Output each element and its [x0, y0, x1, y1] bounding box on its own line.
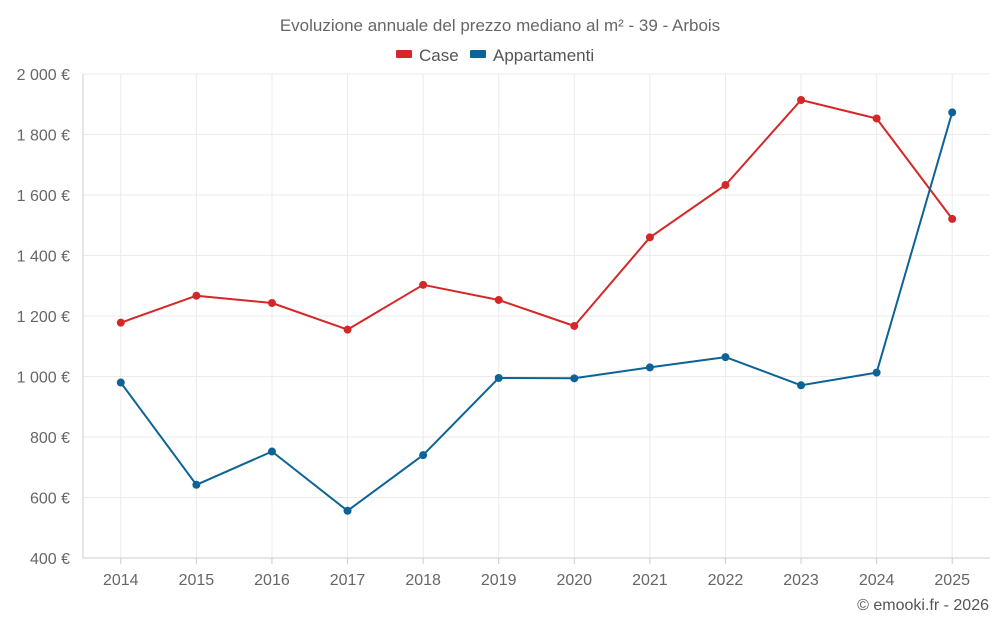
x-tick-label: 2020 [556, 572, 592, 589]
data-point-case[interactable] [948, 214, 957, 223]
data-point-appartamenti[interactable] [797, 381, 806, 390]
x-tick-label: 2016 [254, 572, 290, 589]
series-line-case [120, 99, 953, 331]
grid [83, 73, 990, 558]
y-tick-label: 1 000 € [17, 370, 70, 387]
y-tick-label: 800 € [30, 430, 70, 447]
legend-label-appartamenti: Appartamenti [493, 46, 594, 65]
data-point-appartamenti[interactable] [948, 108, 957, 117]
x-tick-label: 2014 [103, 572, 139, 589]
y-tick-label: 1 600 € [17, 188, 70, 205]
legend-label-case: Case [419, 46, 459, 65]
x-tick-label: 2024 [859, 572, 895, 589]
data-point-appartamenti[interactable] [872, 368, 881, 377]
x-tick-label: 2018 [405, 572, 441, 589]
data-point-case[interactable] [343, 325, 352, 334]
data-point-case[interactable] [419, 280, 428, 289]
x-tick-label: 2023 [783, 572, 819, 589]
x-tick-label: 2015 [179, 572, 215, 589]
data-point-appartamenti[interactable] [192, 480, 201, 489]
series-line-appartamenti [119, 112, 954, 512]
plot-area [116, 96, 957, 515]
series-appartamenti [116, 108, 957, 515]
x-axis: 2014 2015 2016 2017 2018 2019 2020 2021 2022 2023… [83, 557, 990, 589]
data-point-appartamenti[interactable] [494, 374, 503, 383]
series-case [116, 96, 957, 334]
data-point-case[interactable] [267, 298, 276, 307]
data-point-case[interactable] [872, 114, 881, 123]
y-tick-label: 600 € [30, 491, 70, 508]
data-point-appartamenti[interactable] [721, 353, 730, 362]
data-point-appartamenti[interactable] [419, 451, 428, 460]
data-point-case[interactable] [494, 295, 503, 304]
data-point-appartamenti[interactable] [116, 378, 125, 387]
data-point-case[interactable] [797, 96, 806, 105]
credit-text: © emooki.fr - 2026 [857, 597, 989, 614]
data-point-case[interactable] [116, 318, 125, 327]
data-point-case[interactable] [192, 291, 201, 300]
x-tick-label: 2021 [632, 572, 668, 589]
y-axis: 400 € 600 € 800 € 1 000 € 1 200 € 1 400 € 1 60… [17, 67, 84, 568]
legend-swatch-case [396, 50, 412, 58]
x-tick-label: 2022 [708, 572, 744, 589]
y-tick-label: 1 800 € [17, 128, 70, 145]
y-tick-label: 400 € [30, 551, 70, 568]
legend-item-case[interactable]: Case [396, 46, 459, 65]
x-tick-label: 2017 [330, 572, 366, 589]
y-tick-label: 1 200 € [17, 309, 70, 326]
data-point-appartamenti[interactable] [343, 506, 352, 515]
data-point-case[interactable] [570, 321, 579, 330]
x-tick-label: 2019 [481, 572, 517, 589]
chart-title: Evoluzione annuale del prezzo mediano al… [280, 16, 720, 35]
legend-swatch-appartamenti [470, 50, 486, 58]
legend-item-appartamenti[interactable]: Appartamenti [470, 46, 594, 65]
data-point-case[interactable] [645, 233, 654, 242]
x-tick-label: 2025 [934, 572, 970, 589]
data-point-appartamenti[interactable] [267, 447, 276, 456]
legend[interactable]: Case Appartamenti [396, 46, 594, 65]
y-tick-label: 2 000 € [17, 67, 70, 84]
data-point-appartamenti[interactable] [570, 374, 579, 383]
data-point-case[interactable] [721, 181, 730, 190]
data-point-appartamenti[interactable] [645, 363, 654, 372]
y-tick-label: 1 400 € [17, 249, 70, 266]
